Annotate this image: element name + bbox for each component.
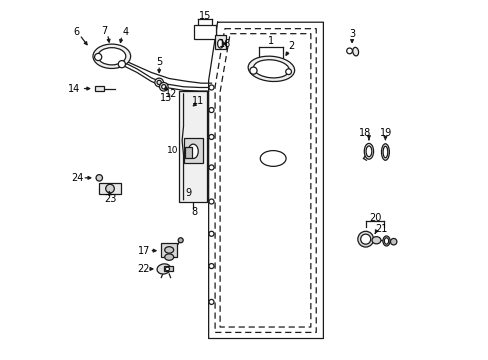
Bar (179, 91, 207, 202)
Ellipse shape (371, 237, 380, 244)
Circle shape (162, 85, 165, 89)
Text: 22: 22 (137, 264, 149, 274)
Bar (161, 243, 177, 257)
Ellipse shape (157, 264, 170, 274)
Text: 19: 19 (379, 128, 391, 138)
Bar (183, 138, 203, 163)
Ellipse shape (382, 236, 389, 246)
Circle shape (105, 184, 114, 193)
Text: 4: 4 (122, 27, 128, 37)
Circle shape (208, 165, 214, 170)
Text: 24: 24 (71, 173, 83, 183)
Circle shape (208, 231, 214, 236)
Circle shape (159, 82, 168, 91)
Text: 6: 6 (73, 27, 79, 37)
Ellipse shape (253, 60, 289, 78)
Ellipse shape (352, 48, 358, 56)
Text: 7: 7 (101, 26, 107, 36)
Text: 9: 9 (185, 188, 192, 198)
Bar (94, 86, 103, 91)
Circle shape (96, 175, 102, 181)
Ellipse shape (382, 146, 387, 158)
Text: 18: 18 (358, 129, 370, 138)
Text: 1: 1 (267, 36, 274, 46)
Circle shape (285, 69, 291, 75)
Ellipse shape (164, 247, 173, 253)
Ellipse shape (165, 267, 169, 271)
Circle shape (208, 108, 214, 113)
Circle shape (157, 80, 161, 85)
Text: 2: 2 (288, 41, 294, 51)
Ellipse shape (188, 144, 198, 158)
Text: 5: 5 (156, 57, 162, 67)
Bar (194, 25, 215, 40)
Text: 14: 14 (68, 84, 81, 94)
Circle shape (389, 238, 396, 245)
Ellipse shape (364, 143, 373, 159)
Circle shape (118, 60, 125, 68)
Circle shape (208, 264, 214, 269)
Bar (163, 266, 172, 271)
Text: 13: 13 (160, 93, 172, 103)
Circle shape (208, 300, 214, 305)
Text: 17: 17 (138, 246, 150, 256)
Ellipse shape (260, 150, 285, 166)
Ellipse shape (98, 48, 125, 65)
Ellipse shape (384, 238, 388, 244)
Ellipse shape (366, 146, 371, 157)
Circle shape (178, 238, 183, 243)
Text: 23: 23 (103, 194, 116, 204)
Text: 10: 10 (167, 146, 179, 155)
Circle shape (357, 231, 373, 247)
Text: 15: 15 (199, 11, 211, 21)
Bar (215, 36, 225, 49)
Circle shape (249, 67, 257, 74)
Circle shape (155, 78, 163, 87)
Bar (99, 183, 121, 194)
Ellipse shape (93, 44, 130, 68)
Text: 3: 3 (348, 29, 354, 39)
Text: 12: 12 (164, 89, 177, 99)
Circle shape (208, 199, 214, 204)
Circle shape (360, 234, 370, 244)
Ellipse shape (247, 56, 294, 81)
Circle shape (208, 85, 214, 90)
Ellipse shape (164, 254, 173, 260)
Circle shape (346, 48, 352, 54)
Ellipse shape (381, 144, 388, 160)
Text: 20: 20 (368, 213, 381, 223)
Text: 16: 16 (218, 39, 230, 49)
Bar (185, 147, 191, 158)
Circle shape (208, 134, 214, 139)
Text: 8: 8 (191, 207, 197, 217)
Ellipse shape (217, 40, 223, 48)
Text: 11: 11 (191, 96, 203, 106)
Circle shape (94, 53, 102, 60)
Text: 21: 21 (374, 224, 387, 234)
